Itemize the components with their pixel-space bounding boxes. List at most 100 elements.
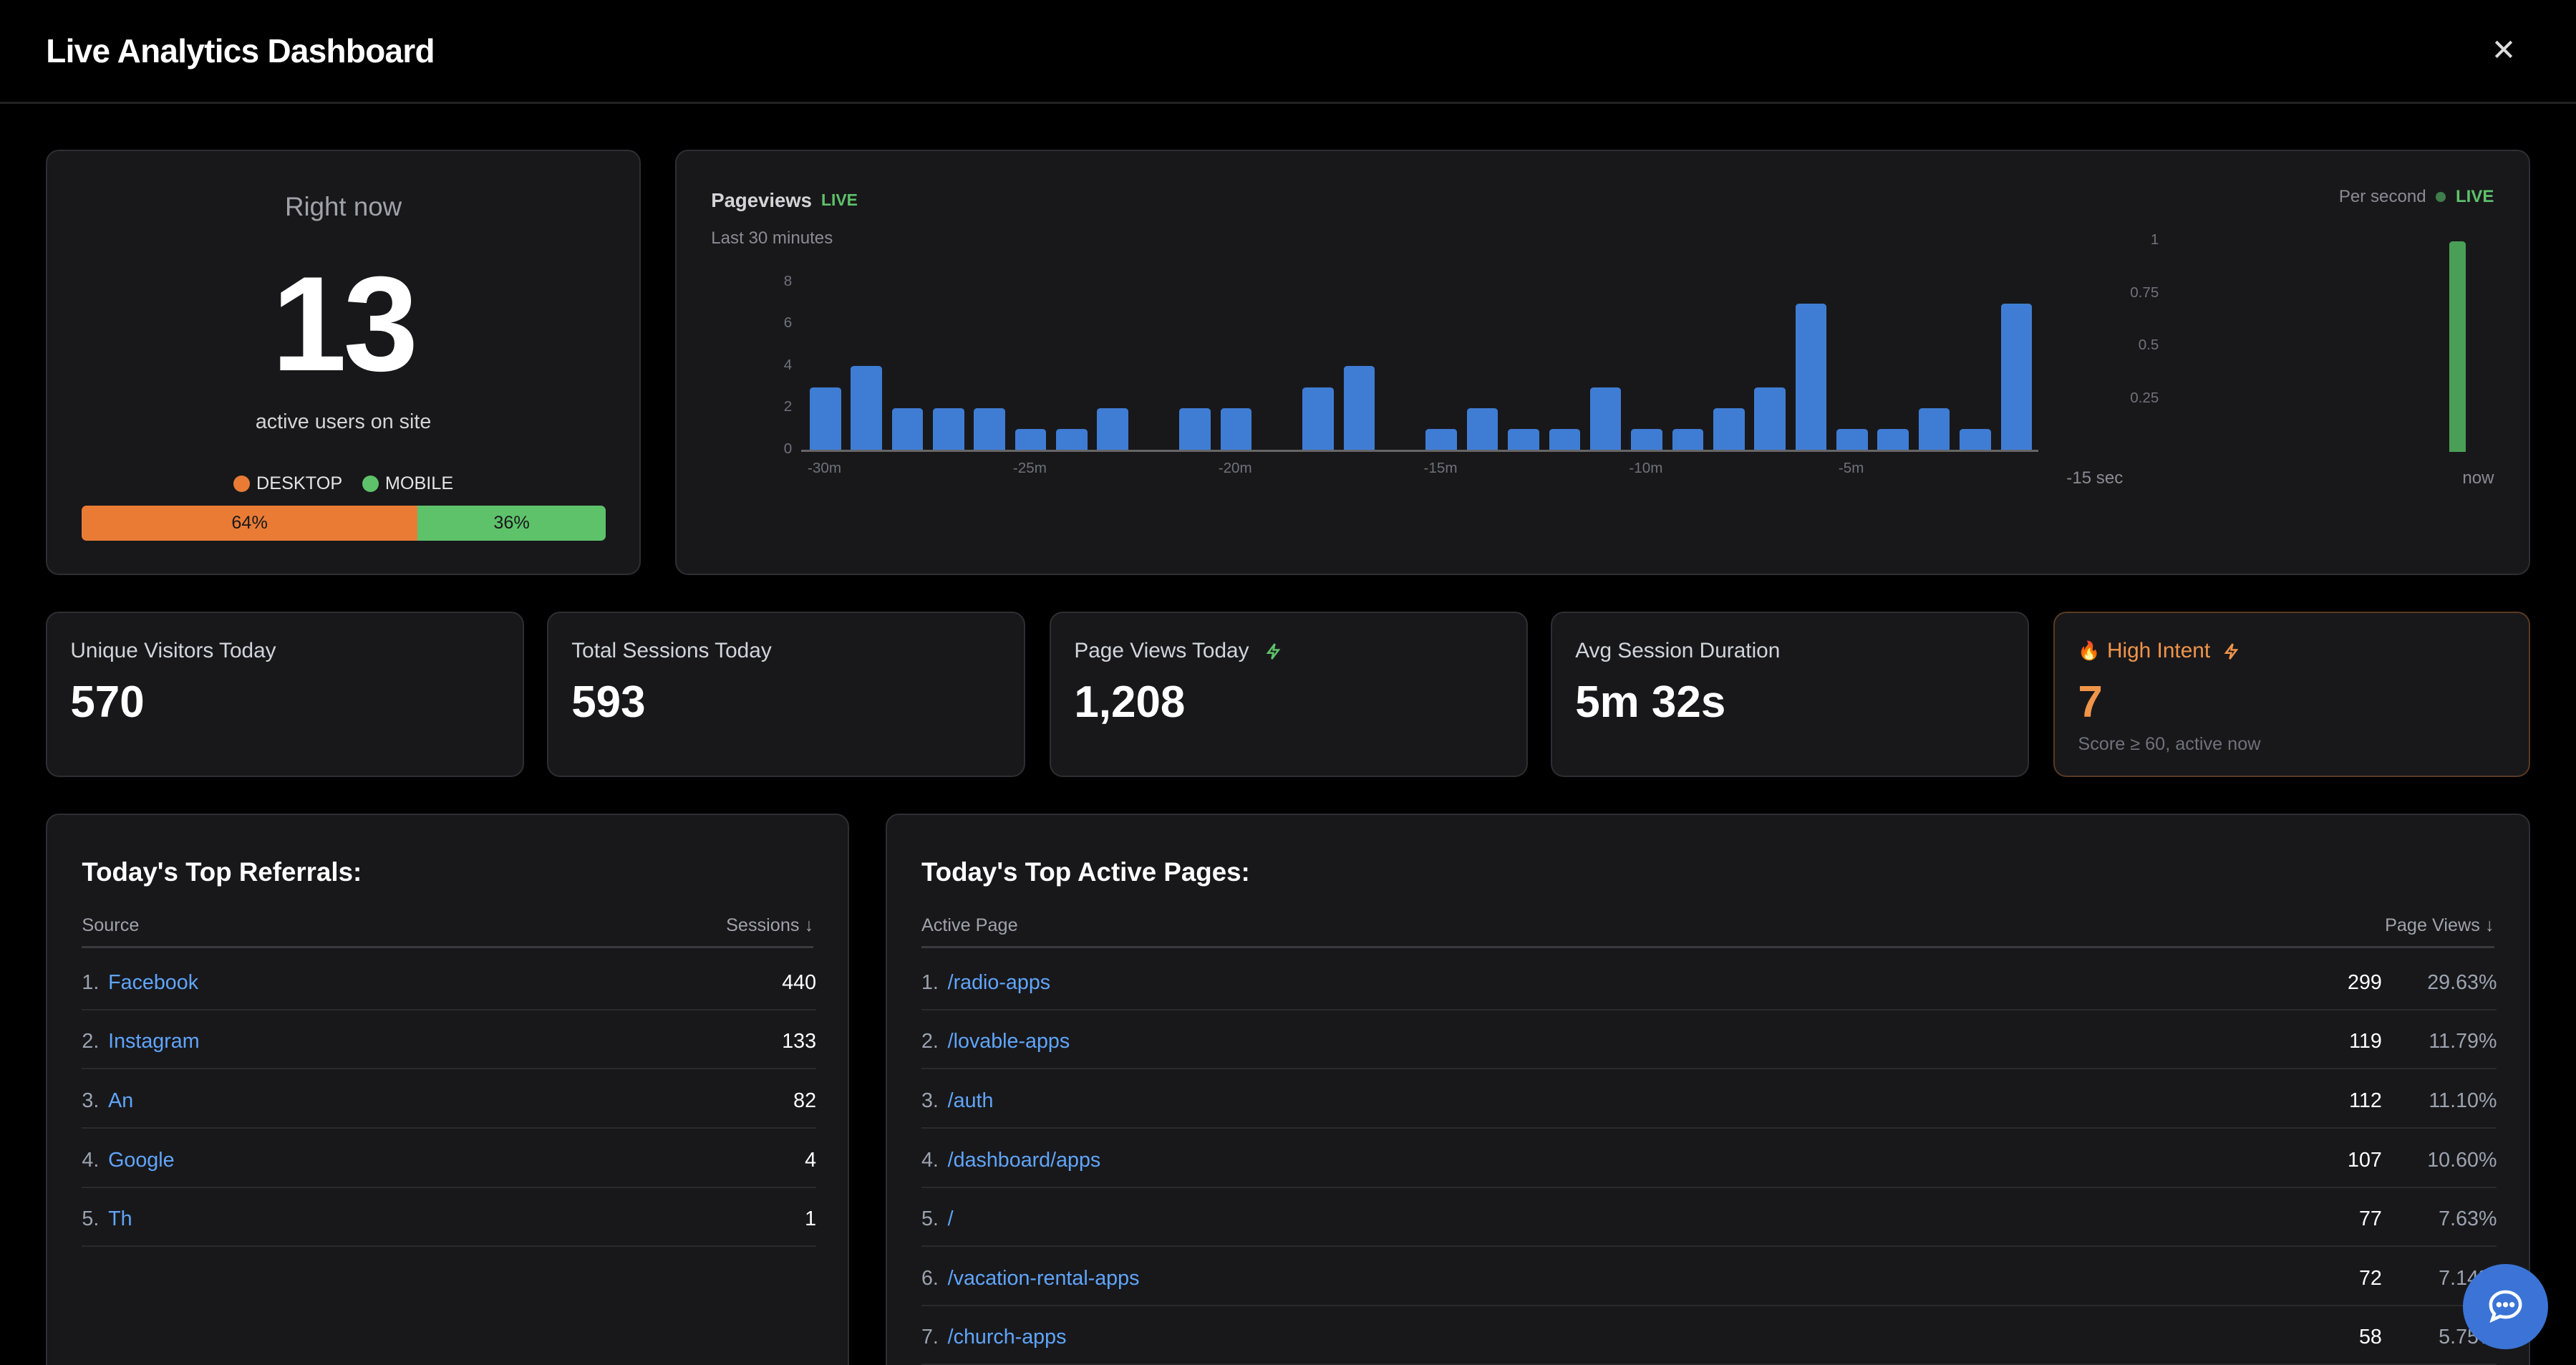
live-dot-icon <box>2436 192 2446 203</box>
mobile-segment: 36% <box>417 506 606 541</box>
bar[interactable] <box>1425 429 1457 450</box>
row-link[interactable]: / <box>947 1207 954 1231</box>
x-tick-label: -25m <box>1012 460 1047 477</box>
row-percent: 29.63% <box>2427 970 2497 994</box>
row-value: 440 <box>782 970 817 994</box>
row-link[interactable]: Th <box>108 1207 132 1231</box>
row-link[interactable]: /lovable-apps <box>947 1030 1070 1053</box>
mobile-dot-icon <box>362 475 379 492</box>
bar[interactable] <box>1220 407 1252 450</box>
bar[interactable] <box>1466 407 1498 450</box>
stat-card: Page Views Today 1,208 <box>1050 611 1528 778</box>
table-row: 1. Facebook 440 <box>82 951 817 1011</box>
y-tick-label: 2 <box>783 398 793 415</box>
x-tick-label: -10m <box>1629 460 1663 477</box>
row-link[interactable]: /radio-apps <box>947 970 1051 994</box>
stat-value: 7 <box>2078 677 2103 728</box>
x-tick-label: -20m <box>1218 460 1252 477</box>
bar[interactable] <box>974 407 1005 450</box>
row-value: 299 <box>2348 970 2382 994</box>
col-active-page: Active Page <box>921 915 1018 935</box>
bar[interactable] <box>1179 407 1211 450</box>
close-icon[interactable]: ✕ <box>2491 33 2517 67</box>
bar[interactable] <box>1960 429 1991 450</box>
row-index: 5. <box>82 1207 100 1231</box>
stat-label: 🔥 High Intent <box>2078 639 2240 663</box>
table-row: 4. /dashboard/apps 107 10.60% <box>921 1129 2497 1188</box>
row-value: 119 <box>2349 1030 2382 1053</box>
col-sessions-sort[interactable]: Sessions ↓ <box>726 915 814 935</box>
bar[interactable] <box>1343 366 1375 450</box>
bar[interactable] <box>1877 429 1909 450</box>
row-index: 6. <box>921 1266 939 1290</box>
row-index: 7. <box>921 1326 939 1349</box>
bar[interactable] <box>2449 241 2466 452</box>
row-link[interactable]: Instagram <box>108 1030 200 1053</box>
chat-button[interactable] <box>2462 1263 2548 1349</box>
stat-value: 570 <box>70 677 145 728</box>
bar[interactable] <box>2000 303 2033 450</box>
bar[interactable] <box>1056 429 1088 450</box>
bar[interactable] <box>809 387 841 450</box>
bar[interactable] <box>1589 387 1622 450</box>
row-link[interactable]: /vacation-rental-apps <box>947 1266 1140 1290</box>
chat-icon <box>2489 1290 2522 1323</box>
row-index: 4. <box>82 1148 100 1172</box>
live-badge: LIVE <box>821 190 858 209</box>
y-tick-label: 1 <box>2150 231 2159 249</box>
top-pages-card: Today's Top Active Pages: Active Page Pa… <box>885 813 2530 1365</box>
stat-card: 🔥 High Intent 7 Score ≥ 60, active now <box>2053 611 2530 778</box>
row-link[interactable]: Google <box>108 1148 175 1172</box>
legend-desktop: DESKTOP <box>233 473 342 494</box>
row-link[interactable]: /dashboard/apps <box>947 1148 1101 1172</box>
row-index: 3. <box>921 1089 939 1112</box>
right-now-label: Right now <box>284 192 402 222</box>
row-index: 3. <box>82 1089 100 1112</box>
row-link[interactable]: An <box>108 1089 134 1112</box>
table-row: 4. Google 4 <box>82 1129 817 1188</box>
stat-value: 5m 32s <box>1575 677 1726 728</box>
stat-card: Avg Session Duration 5m 32s <box>1551 611 2029 778</box>
bar[interactable] <box>1302 387 1334 450</box>
bar[interactable] <box>1918 407 1950 450</box>
lightning-icon <box>1265 642 1282 660</box>
bar[interactable] <box>1508 429 1539 450</box>
row-link[interactable]: /church-apps <box>947 1326 1067 1349</box>
right-now-card: Right now 13 active users on site DESKTO… <box>46 149 641 576</box>
header-divider <box>921 946 2494 948</box>
y-tick-label: 0.25 <box>2130 389 2159 406</box>
row-value: 58 <box>2358 1326 2382 1349</box>
y-tick-label: 4 <box>783 356 793 373</box>
lightning-icon <box>2223 642 2240 660</box>
legend-mobile: MOBILE <box>362 473 453 494</box>
y-tick-label: 6 <box>783 314 793 332</box>
bar[interactable] <box>891 407 924 450</box>
bar[interactable] <box>1836 429 1868 450</box>
bar[interactable] <box>1097 407 1129 450</box>
device-split-bar: 64% 36% <box>82 506 606 541</box>
pageviews-chart: 0 2 4 6 8 -30m -25m -20m -15m -10m -5m 0.25 0.5 0.75 1… <box>677 151 2529 574</box>
row-link[interactable]: /auth <box>947 1089 994 1112</box>
header-divider <box>82 946 814 948</box>
table-row: 5. / 77 7.63% <box>921 1188 2497 1248</box>
table-row: 7./church-apps 58 5.75% <box>921 1306 2497 1365</box>
bar[interactable] <box>851 366 882 450</box>
row-percent: 11.79% <box>2429 1030 2497 1053</box>
bar[interactable] <box>1795 303 1827 450</box>
bar[interactable] <box>933 407 964 450</box>
col-page-views-sort[interactable]: Page Views ↓ <box>2385 915 2494 935</box>
row-index: 1. <box>921 970 939 994</box>
bar[interactable] <box>1549 429 1581 450</box>
bar[interactable] <box>1631 429 1662 450</box>
bar[interactable] <box>1754 387 1786 450</box>
per-second-header: Per second LIVE <box>2339 187 2494 207</box>
table-row: 3. /auth 112 11.10% <box>921 1069 2497 1129</box>
row-link[interactable]: Facebook <box>108 970 199 994</box>
bar[interactable] <box>1713 407 1745 450</box>
row-value: 82 <box>793 1089 817 1112</box>
referrals-title: Today's Top Referrals: <box>82 857 362 887</box>
pageviews-title: Pageviews <box>711 188 812 211</box>
bar[interactable] <box>1672 429 1704 450</box>
bar[interactable] <box>1015 429 1047 450</box>
row-value: 133 <box>782 1030 817 1053</box>
